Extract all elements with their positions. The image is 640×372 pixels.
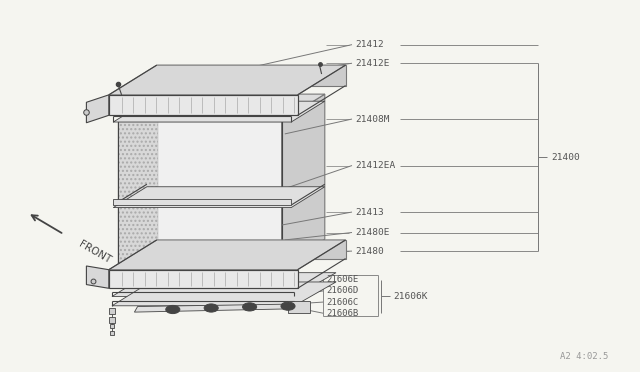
Polygon shape: [134, 304, 302, 312]
Text: 21412EA: 21412EA: [355, 161, 396, 170]
Polygon shape: [288, 301, 310, 313]
Polygon shape: [113, 101, 325, 122]
Text: 21480E: 21480E: [355, 228, 390, 237]
Polygon shape: [113, 187, 325, 208]
Polygon shape: [109, 240, 346, 270]
Polygon shape: [109, 65, 346, 95]
Polygon shape: [109, 95, 298, 115]
Circle shape: [285, 304, 291, 308]
Text: 21413: 21413: [355, 208, 384, 217]
Text: 21606C: 21606C: [326, 298, 358, 307]
Polygon shape: [118, 121, 158, 266]
Text: 21606B: 21606B: [326, 309, 358, 318]
Polygon shape: [282, 94, 325, 266]
Circle shape: [204, 304, 218, 312]
Text: 21606K: 21606K: [394, 292, 428, 301]
Polygon shape: [86, 266, 109, 288]
Circle shape: [208, 306, 214, 310]
Text: 21408M: 21408M: [355, 115, 390, 124]
Polygon shape: [118, 121, 282, 266]
Text: A2 4:02.5: A2 4:02.5: [560, 352, 609, 361]
Text: 21412E: 21412E: [355, 59, 390, 68]
Polygon shape: [86, 95, 109, 123]
Text: 21412: 21412: [355, 40, 384, 49]
Circle shape: [281, 302, 295, 310]
Text: 21606D: 21606D: [326, 286, 358, 295]
Circle shape: [246, 305, 253, 309]
Text: 21400: 21400: [552, 153, 580, 162]
Text: 21480: 21480: [355, 247, 384, 256]
Circle shape: [166, 305, 180, 314]
Polygon shape: [113, 199, 291, 205]
Text: FRONT: FRONT: [77, 239, 113, 265]
Polygon shape: [109, 270, 298, 288]
Polygon shape: [112, 273, 336, 296]
Polygon shape: [112, 282, 336, 306]
Circle shape: [170, 308, 176, 311]
Circle shape: [243, 303, 257, 311]
Polygon shape: [157, 240, 346, 259]
Polygon shape: [157, 65, 346, 86]
Text: 21606E: 21606E: [326, 275, 358, 284]
Polygon shape: [118, 94, 325, 121]
